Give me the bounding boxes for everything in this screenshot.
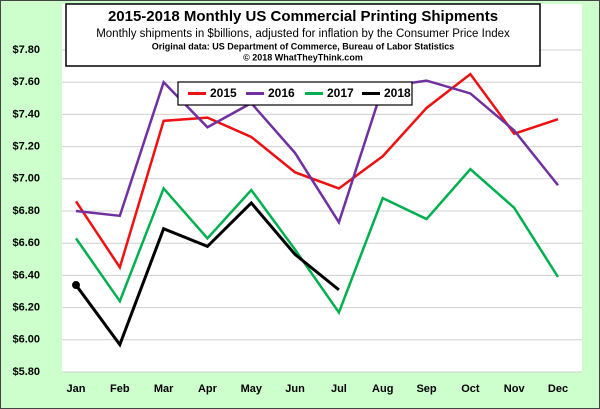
y-tick-label: $7.20 bbox=[12, 141, 40, 153]
y-tick-label: $5.80 bbox=[12, 366, 40, 378]
copyright-note: © 2018 WhatTheyThink.com bbox=[243, 52, 363, 62]
x-tick-label: Apr bbox=[198, 383, 218, 395]
legend-label: 2017 bbox=[327, 86, 354, 100]
legend-label: 2016 bbox=[268, 86, 295, 100]
x-tick-label: Jan bbox=[67, 383, 86, 395]
y-tick-label: $6.00 bbox=[12, 334, 40, 346]
x-tick-label: Feb bbox=[110, 383, 130, 395]
series-line bbox=[74, 167, 560, 316]
x-tick-label: May bbox=[241, 383, 263, 395]
y-tick-label: $7.40 bbox=[12, 108, 40, 120]
y-tick-label: $7.80 bbox=[12, 44, 40, 56]
source-note: Original data: US Department of Commerce… bbox=[152, 41, 455, 51]
x-tick-label: Nov bbox=[504, 383, 526, 395]
legend-label: 2015 bbox=[210, 86, 237, 100]
chart-subtitle: Monthly shipments in $billions, adjusted… bbox=[96, 28, 510, 40]
y-tick-label: $6.20 bbox=[12, 302, 40, 314]
x-tick-label: Dec bbox=[548, 383, 568, 395]
legend bbox=[177, 81, 413, 106]
y-tick-label: $6.80 bbox=[12, 205, 40, 217]
series-line bbox=[74, 72, 559, 271]
y-tick-label: $7.60 bbox=[12, 76, 40, 88]
y-tick-label: $6.60 bbox=[12, 237, 40, 249]
x-tick-label: Aug bbox=[372, 383, 393, 395]
x-tick-label: Jun bbox=[285, 383, 305, 395]
x-tick-label: Sep bbox=[416, 383, 436, 395]
y-tick-label: $7.00 bbox=[12, 173, 40, 185]
chart-title: 2015-2018 Monthly US Commercial Printing… bbox=[108, 8, 498, 25]
series-line bbox=[75, 79, 559, 226]
start-marker bbox=[72, 281, 80, 290]
x-tick-label: Jul bbox=[331, 383, 347, 395]
series-line bbox=[74, 200, 340, 348]
title-box bbox=[65, 3, 541, 67]
y-tick-label: $6.40 bbox=[12, 269, 40, 281]
x-tick-label: Oct bbox=[461, 383, 480, 395]
x-tick-label: Mar bbox=[154, 383, 174, 395]
legend-label: 2018 bbox=[384, 86, 411, 100]
